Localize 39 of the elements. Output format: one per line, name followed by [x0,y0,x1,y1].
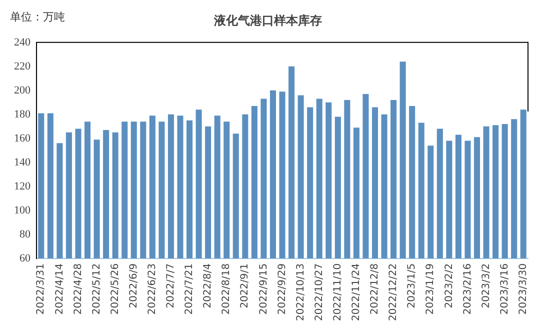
y-tick-label: 80 [20,228,31,240]
y-tick-label: 200 [14,84,31,96]
x-tick-label: 2022/9/29 [276,263,288,315]
x-tick-label: 2022/9/15 [258,263,270,315]
x-tick-label: 2022/11/10 [332,263,344,322]
x-tick-label: 2022/5/26 [110,263,121,315]
y-tick-label: 180 [14,108,31,120]
x-tick-label: 2022/12/8 [370,263,381,315]
x-tick-label: 2022/9/1 [240,263,251,308]
x-tick-label: 2023/1/19 [425,263,436,315]
x-tick-label: 2022/6/23 [147,263,158,315]
x-tick-label: 2022/5/12 [91,263,102,315]
x-tick-label: 2022/8/18 [221,263,232,315]
x-tick-label: 2023/3/2 [480,263,492,308]
x-tick-label: 2023/3/16 [499,263,510,315]
y-tick-label: 160 [14,132,31,144]
chart-title: 液化气港口样本库存 [213,13,322,28]
x-tick-label: 2022/3/31 [36,263,47,315]
x-tick-label: 2022/6/9 [128,263,140,308]
x-tick-label: 2022/7/7 [166,263,177,308]
x-tick-label: 2023/1/5 [406,263,418,308]
x-tick-label: 2022/11/24 [351,263,362,322]
x-tick-label: 2022/4/28 [72,263,84,315]
x-tick-label: 2023/2/16 [462,263,474,315]
y-tick-label: 100 [14,204,31,216]
x-tick-label: 2022/4/14 [54,263,66,315]
y-tick-label: 240 [14,36,31,48]
x-tick-label: 2022/7/21 [184,263,196,315]
x-tick-label: 2023/3/30 [518,263,529,315]
x-tick-label: 2022/10/13 [295,263,306,322]
text: 单位：万吨 [10,10,65,24]
y-tick-label: 220 [14,60,31,72]
y-tick-label: 60 [20,252,31,264]
x-tick-label: 2022/10/27 [314,263,325,322]
x-tick-label: 2022/8/4 [202,263,214,308]
y-tick-label: 120 [14,180,31,192]
y-tick-label: 140 [14,156,31,168]
x-tick-label: 2022/12/22 [388,263,400,322]
x-tick-label: 2023/2/2 [444,263,455,308]
